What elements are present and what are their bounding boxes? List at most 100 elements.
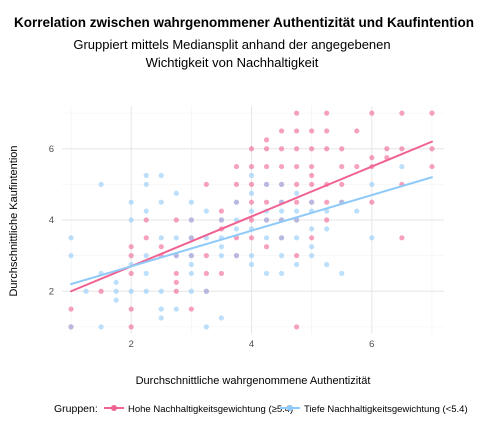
- data-point-high: [278, 128, 285, 134]
- data-point-low: [158, 172, 164, 179]
- data-point-low: [188, 235, 194, 241]
- data-point-low: [369, 235, 375, 241]
- data-point-high: [263, 146, 270, 152]
- data-point-low: [218, 244, 225, 250]
- data-point-high: [233, 181, 240, 187]
- data-point-high: [263, 137, 270, 143]
- data-point-high: [143, 235, 149, 241]
- x-tick-label: 6: [369, 339, 374, 350]
- legend-title: Gruppen:: [54, 403, 98, 415]
- data-point-low: [369, 181, 375, 187]
- data-point-high: [248, 146, 255, 152]
- data-point-low: [294, 235, 300, 241]
- trend-lines: [70, 140, 433, 293]
- data-point-low: [128, 217, 134, 223]
- data-point-low: [188, 288, 194, 294]
- data-point-low: [294, 261, 300, 268]
- data-point-high: [263, 244, 270, 250]
- data-point-low: [158, 306, 164, 312]
- data-point-low: [113, 279, 119, 285]
- data-point-low: [143, 270, 149, 277]
- data-point-low: [188, 253, 194, 259]
- data-point-low: [278, 253, 285, 259]
- data-point-high: [324, 128, 330, 134]
- data-point-high: [324, 199, 330, 205]
- data-point-low: [203, 208, 209, 214]
- data-point-low: [294, 190, 300, 196]
- data-point-high: [248, 163, 255, 170]
- data-point-low: [233, 226, 240, 232]
- data-point-low: [68, 324, 74, 330]
- x-axis-title: Durchschnittliche wahrgenommene Authenti…: [136, 375, 371, 387]
- data-point-low: [113, 297, 119, 303]
- chart-subtitle-line-2: Wichtigkeit von Nachhaltigkeit: [146, 55, 319, 70]
- data-point-low: [173, 306, 179, 312]
- data-point-high: [248, 181, 255, 187]
- legend-label-low: Tiefe Nachhaltigkeitsgewichtung (<5.4): [304, 404, 468, 415]
- data-point-high: [203, 181, 209, 187]
- data-point-low: [278, 181, 285, 187]
- data-point-high: [429, 146, 435, 152]
- data-point-high: [173, 217, 179, 223]
- data-point-low: [248, 190, 255, 196]
- data-point-high: [218, 270, 225, 277]
- data-point-high: [263, 163, 270, 170]
- data-point-low: [68, 235, 74, 241]
- legend-key-low-point: [287, 405, 293, 411]
- data-point-low: [263, 235, 270, 241]
- data-point-high: [339, 181, 345, 187]
- data-point-low: [143, 181, 149, 187]
- data-point-high: [248, 217, 255, 223]
- legend: Gruppen: Hohe Nachhaltigkeitsgewichtung …: [54, 403, 468, 415]
- data-point-low: [248, 172, 255, 179]
- data-point-low: [188, 270, 194, 277]
- data-point-high: [173, 270, 179, 277]
- legend-key-high-point: [111, 405, 117, 411]
- data-point-low: [203, 288, 209, 294]
- data-point-low: [158, 235, 164, 241]
- data-point-high: [128, 270, 134, 277]
- data-point-high: [294, 199, 300, 205]
- data-point-high: [263, 199, 270, 205]
- data-point-high: [309, 235, 315, 241]
- data-point-low: [324, 261, 330, 268]
- data-point-high: [68, 306, 74, 312]
- data-point-high: [203, 270, 209, 277]
- data-point-high: [384, 146, 390, 152]
- data-point-high: [339, 146, 345, 152]
- data-point-low: [248, 208, 255, 214]
- data-point-high: [429, 163, 435, 170]
- data-point-high: [369, 155, 375, 161]
- data-point-high: [294, 253, 300, 259]
- data-point-high: [339, 163, 345, 170]
- data-point-low: [399, 163, 405, 170]
- data-point-high: [128, 244, 134, 250]
- data-point-high: [309, 163, 315, 170]
- data-point-low: [218, 217, 225, 223]
- data-point-high: [399, 235, 405, 241]
- data-point-high: [294, 163, 300, 170]
- data-point-high: [399, 146, 405, 152]
- data-point-low: [143, 208, 149, 214]
- data-point-low: [263, 181, 270, 187]
- data-point-high: [294, 181, 300, 187]
- data-point-high: [203, 253, 209, 259]
- data-point-high: [143, 217, 149, 223]
- data-point-low: [158, 288, 164, 294]
- data-point-low: [263, 217, 270, 223]
- data-point-low: [128, 199, 134, 205]
- data-point-low: [263, 270, 270, 277]
- data-point-high: [294, 110, 300, 116]
- data-point-low: [278, 270, 285, 277]
- x-tick-label: 2: [129, 339, 134, 350]
- data-point-high: [128, 253, 134, 259]
- y-tick-label: 2: [49, 286, 54, 297]
- data-point-low: [188, 261, 194, 268]
- data-point-low: [143, 253, 149, 259]
- data-point-low: [188, 199, 194, 205]
- data-point-low: [143, 288, 149, 294]
- data-point-low: [309, 253, 315, 259]
- data-point-low: [188, 217, 194, 223]
- data-point-high: [278, 146, 285, 152]
